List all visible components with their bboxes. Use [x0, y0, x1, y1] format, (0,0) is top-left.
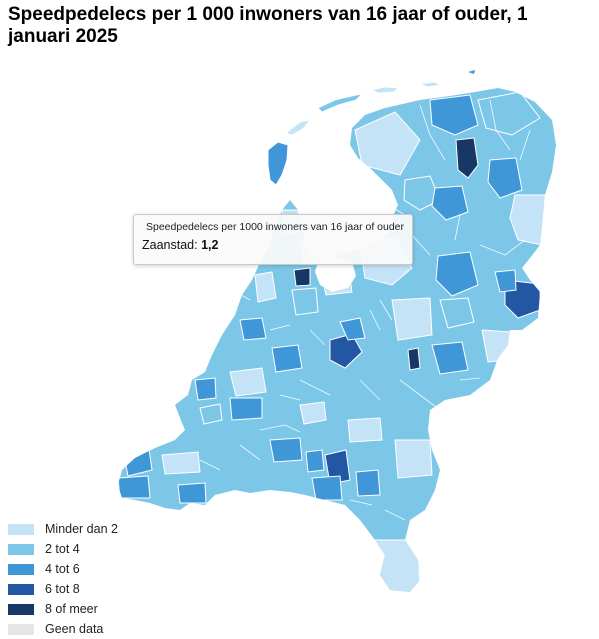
legend-label: Geen data [45, 622, 104, 636]
region-venlo [355, 469, 381, 497]
region-eindhoven-north [324, 449, 351, 485]
island-schiermonnikoog [419, 81, 442, 88]
region-oss [347, 417, 383, 443]
map-tooltip: Speedpedelecs per 1000 inwoners van 16 j… [133, 214, 413, 265]
legend-swatch [8, 623, 34, 635]
island-texel [267, 141, 289, 186]
island-rottumeroog [468, 70, 475, 74]
island-terschelling [317, 93, 364, 113]
map-legend: Minder dan 2 2 tot 4 4 tot 6 6 tot 8 8 o… [8, 519, 118, 639]
tooltip-series-row: Speedpedelecs per 1000 inwoners van 16 j… [142, 221, 404, 233]
legend-item[interactable]: Minder dan 2 [8, 519, 118, 539]
region-deventer [439, 297, 475, 329]
legend-label: 8 of meer [45, 602, 98, 616]
region-steenwijk [431, 185, 469, 221]
region-utrecht-centre [339, 317, 366, 341]
tooltip-series-name: Speedpedelecs per 1000 inwoners van 16 j… [146, 221, 405, 233]
legend-item[interactable]: 6 tot 8 [8, 579, 118, 599]
region-gouda [271, 344, 303, 373]
region-amsterdam [291, 287, 319, 316]
region-tilburg [305, 449, 325, 473]
region-nijmegen [407, 347, 421, 371]
region-rotterdam [229, 367, 267, 397]
legend-swatch [8, 583, 34, 595]
municipality-dark-north [455, 137, 479, 179]
legend-swatch [8, 523, 34, 535]
markermeer-water [315, 258, 356, 292]
region-zeeuws-vlaanderen-east [177, 482, 207, 504]
legend-item[interactable]: 8 of meer [8, 599, 118, 619]
map-marker-zaanstad [296, 271, 308, 285]
region-gelderland-east [431, 341, 469, 375]
tooltip-value-row: Zaanstad: 1,2 [142, 238, 219, 252]
region-voorne [194, 377, 217, 401]
region-dordrecht [299, 401, 327, 425]
region-twente-north [494, 269, 517, 293]
region-leiden [239, 317, 267, 341]
page-title: Speedpedelecs per 1 000 inwoners van 16 … [8, 4, 528, 47]
region-friesland-east [354, 111, 421, 176]
legend-swatch [8, 543, 34, 555]
region-limburg-north [394, 439, 433, 479]
region-limburg-south [374, 539, 421, 592]
region-zeeuws-vlaanderen-west [118, 475, 151, 499]
region-groningen [429, 94, 479, 136]
region-schouwen [229, 397, 263, 421]
region-zwolle [435, 251, 479, 297]
region-drenthe-south [487, 157, 523, 199]
region-drenthe-east [509, 194, 546, 246]
region-goes [161, 451, 201, 475]
tooltip-value: 1,2 [201, 238, 219, 252]
region-haarlem [254, 271, 277, 303]
island-vlieland [285, 119, 311, 136]
legend-label: 4 tot 6 [45, 562, 80, 576]
legend-swatch [8, 603, 34, 615]
region-noordoostpolder [403, 175, 441, 211]
legend-item[interactable]: Geen data [8, 619, 118, 639]
legend-label: 6 tot 8 [45, 582, 80, 596]
region-groningen-east [477, 91, 541, 136]
region-eindhoven [311, 475, 343, 501]
legend-item[interactable]: 2 tot 4 [8, 539, 118, 559]
legend-item[interactable]: 4 tot 6 [8, 559, 118, 579]
region-breda [269, 437, 303, 463]
region-goeree [199, 403, 223, 425]
island-ameland [370, 86, 399, 94]
legend-label: Minder dan 2 [45, 522, 118, 536]
legend-label: 2 tot 4 [45, 542, 80, 556]
legend-swatch [8, 563, 34, 575]
region-veluwe [391, 297, 433, 341]
tooltip-municipality: Zaanstad [142, 238, 195, 252]
